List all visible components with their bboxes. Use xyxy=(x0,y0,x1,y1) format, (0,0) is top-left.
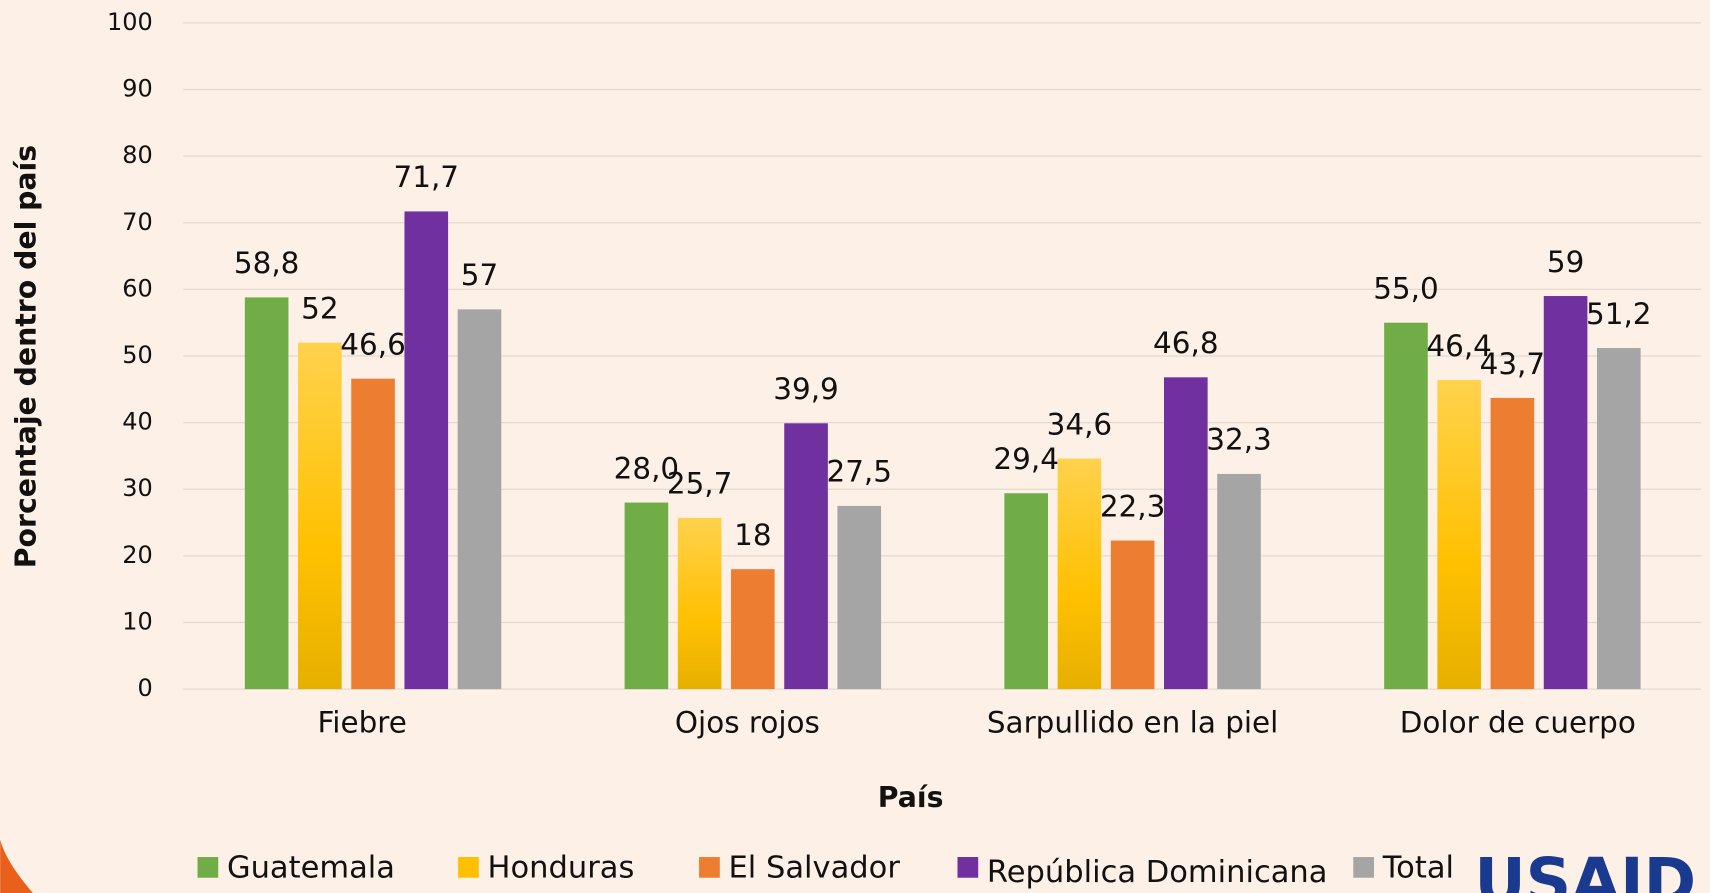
bar xyxy=(298,342,342,690)
bar xyxy=(1384,322,1428,690)
y-tick-label: 50 xyxy=(122,341,153,369)
value-label: 46,8 xyxy=(1153,326,1219,360)
legend-label: República Dominicana xyxy=(987,855,1328,890)
corner-decoration xyxy=(0,839,33,893)
bar xyxy=(457,309,502,690)
bar xyxy=(677,517,722,690)
bar xyxy=(1217,473,1261,690)
value-label: 52 xyxy=(301,291,338,325)
x-tick-label: Ojos rojos xyxy=(675,705,820,739)
y-tick-label: 30 xyxy=(122,474,153,502)
bar xyxy=(1004,493,1048,690)
value-label: 39,9 xyxy=(773,372,839,406)
value-label: 71,7 xyxy=(394,160,460,194)
value-label: 46,4 xyxy=(1426,329,1492,363)
legend-swatch xyxy=(458,857,479,878)
bar xyxy=(244,297,289,690)
value-label: 29,4 xyxy=(993,442,1059,476)
bar xyxy=(1543,296,1588,690)
bar xyxy=(731,569,775,690)
value-label: 32,3 xyxy=(1206,423,1272,457)
bar xyxy=(1164,377,1208,690)
y-tick-label: 100 xyxy=(107,8,153,36)
x-tick-label: Fiebre xyxy=(318,705,407,739)
y-tick-label: 40 xyxy=(122,408,153,436)
y-tick-label: 20 xyxy=(122,541,153,569)
legend-swatch xyxy=(957,857,979,878)
legend-label: Total xyxy=(1382,851,1454,886)
value-label: 43,7 xyxy=(1480,347,1546,381)
value-label: 18 xyxy=(734,518,771,552)
y-tick-label: 60 xyxy=(122,274,153,302)
value-label: 25,7 xyxy=(667,467,733,501)
value-label: 59 xyxy=(1547,245,1584,279)
y-axis-label: Porcentaje dentro del país xyxy=(9,145,42,568)
x-axis-label: País xyxy=(878,781,944,814)
value-label: 55,0 xyxy=(1373,271,1439,305)
bar xyxy=(624,502,669,690)
value-label: 27,5 xyxy=(826,455,892,489)
y-tick-label: 0 xyxy=(138,674,153,702)
y-tick-label: 80 xyxy=(122,141,153,169)
y-tick-label: 10 xyxy=(122,607,153,635)
value-label: 57 xyxy=(461,258,498,292)
logo: USAID xyxy=(1474,844,1696,893)
x-tick-label: Sarpullido en la piel xyxy=(987,705,1278,739)
legend-swatch xyxy=(699,857,720,878)
x-tick-label: Dolor de cuerpo xyxy=(1400,705,1636,739)
value-label: 58,8 xyxy=(234,246,300,280)
bar xyxy=(351,378,395,690)
bar xyxy=(837,505,882,690)
legend-label: Honduras xyxy=(488,851,635,886)
value-label: 46,6 xyxy=(340,327,406,361)
bar xyxy=(1110,540,1155,690)
y-tick-label: 70 xyxy=(122,208,153,236)
y-tick-label: 90 xyxy=(122,75,153,103)
bar xyxy=(1057,458,1102,690)
value-label: 34,6 xyxy=(1047,407,1113,441)
legend-swatch xyxy=(1353,857,1375,878)
bar xyxy=(1490,397,1535,690)
value-label: 51,2 xyxy=(1586,297,1652,331)
legend-swatch xyxy=(197,857,219,878)
bar xyxy=(404,211,449,690)
bar xyxy=(784,423,828,690)
bar xyxy=(1437,379,1481,690)
value-label: 28,0 xyxy=(614,451,680,485)
value-label: 22,3 xyxy=(1100,489,1166,523)
bar xyxy=(1596,348,1641,690)
legend-label: El Salvador xyxy=(729,851,901,886)
legend-label: Guatemala xyxy=(227,851,395,886)
